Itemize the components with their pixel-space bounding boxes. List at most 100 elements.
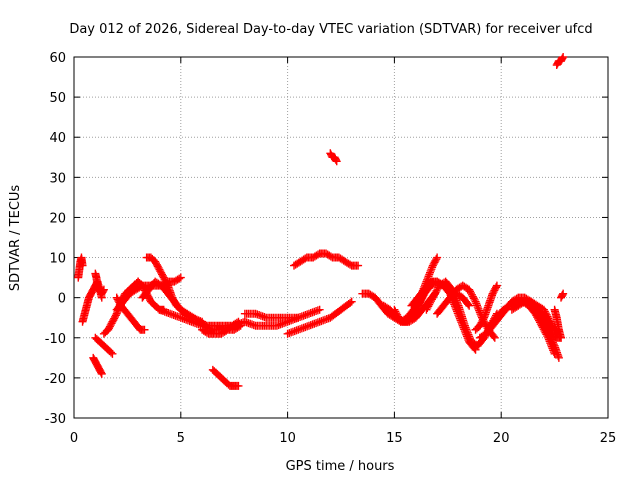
data-point	[557, 333, 566, 342]
data-point	[489, 332, 498, 341]
y-tick-label: 10	[49, 252, 66, 267]
series-arc-32	[539, 313, 566, 342]
data-point	[541, 309, 550, 318]
data-point	[492, 281, 501, 290]
data-point	[462, 325, 471, 334]
data-point	[466, 287, 475, 296]
data-point	[432, 286, 441, 295]
data-point	[474, 304, 483, 313]
data-point	[108, 349, 117, 358]
data-point	[467, 290, 476, 299]
data-point	[468, 292, 477, 301]
data-point	[294, 313, 303, 322]
axis-ticks: 0 5 10 15 20 25 -30 -20 -10 0 10 20 30 40 50 60	[45, 51, 617, 446]
data-point	[470, 295, 479, 304]
data-point	[354, 261, 363, 270]
series-arc-17	[283, 297, 356, 338]
data-point	[234, 381, 243, 390]
data-point	[413, 301, 422, 310]
series-arc-27	[471, 281, 501, 334]
data-point	[460, 321, 469, 330]
chart-title: Day 012 of 2026, Sidereal Day-to-day VTE…	[69, 22, 592, 37]
data-point	[559, 289, 568, 298]
data-point	[472, 299, 481, 308]
y-tick-label: 20	[49, 211, 66, 226]
data-point	[427, 295, 436, 304]
series-arc-34	[557, 289, 568, 302]
data-point	[236, 321, 245, 330]
data-points	[74, 53, 568, 390]
data-point	[472, 301, 481, 310]
y-tick-label: 40	[49, 131, 66, 146]
data-point	[332, 157, 341, 166]
data-point	[78, 261, 87, 270]
data-point	[473, 303, 482, 312]
y-tick-label: 30	[49, 171, 66, 186]
data-point	[465, 332, 474, 341]
data-point	[453, 299, 462, 308]
data-point	[425, 300, 434, 309]
y-axis-label: SDTVAR / TECUs	[8, 185, 23, 292]
data-point	[433, 285, 442, 294]
series-arc-33	[550, 305, 566, 342]
y-tick-label: 60	[49, 51, 66, 66]
data-point	[422, 305, 431, 314]
data-point	[391, 307, 400, 316]
data-point	[176, 273, 185, 282]
x-tick-label: 15	[386, 431, 403, 446]
data-point	[97, 293, 106, 302]
data-point	[418, 293, 427, 302]
x-tick-label: 5	[177, 431, 185, 446]
y-tick-label: 0	[58, 292, 66, 307]
data-point	[431, 288, 440, 297]
data-point	[415, 298, 424, 307]
series-arc-2	[78, 277, 108, 326]
data-point	[469, 294, 478, 303]
grid-lines	[74, 57, 608, 418]
series-arc-14	[208, 365, 243, 390]
data-point	[463, 328, 472, 337]
data-point	[423, 303, 432, 312]
data-point	[107, 348, 116, 357]
y-tick-label: 50	[49, 91, 66, 106]
data-point	[414, 299, 423, 308]
data-point	[539, 305, 548, 314]
data-point	[426, 298, 435, 307]
data-point	[465, 334, 474, 343]
data-point	[426, 266, 435, 275]
data-point	[429, 291, 438, 300]
data-point	[424, 302, 433, 311]
x-tick-label: 0	[70, 431, 78, 446]
data-point	[461, 323, 470, 332]
data-point	[428, 293, 437, 302]
data-point	[490, 333, 499, 342]
data-point	[424, 272, 433, 281]
data-point	[463, 327, 472, 336]
data-point	[427, 265, 436, 274]
data-point	[315, 305, 324, 314]
data-point	[558, 54, 567, 63]
data-point	[97, 368, 106, 377]
data-point	[465, 301, 474, 310]
series-arc-1	[74, 253, 87, 282]
series-arc-19	[326, 149, 341, 166]
data-point	[346, 298, 355, 307]
data-point	[425, 270, 434, 279]
data-point	[394, 312, 403, 321]
x-tick-label: 20	[493, 431, 510, 446]
series-arc-26	[433, 281, 499, 342]
data-point	[428, 263, 437, 272]
data-point	[430, 290, 439, 299]
series-arc-15	[240, 305, 324, 322]
data-point	[558, 290, 567, 299]
data-point	[475, 306, 484, 315]
data-point	[559, 53, 568, 61]
data-point	[540, 307, 549, 316]
data-point	[417, 294, 426, 303]
data-point	[432, 255, 441, 264]
x-tick-label: 10	[279, 431, 296, 446]
data-point	[465, 285, 474, 294]
data-point	[347, 297, 356, 306]
series-arc-3	[91, 269, 106, 302]
